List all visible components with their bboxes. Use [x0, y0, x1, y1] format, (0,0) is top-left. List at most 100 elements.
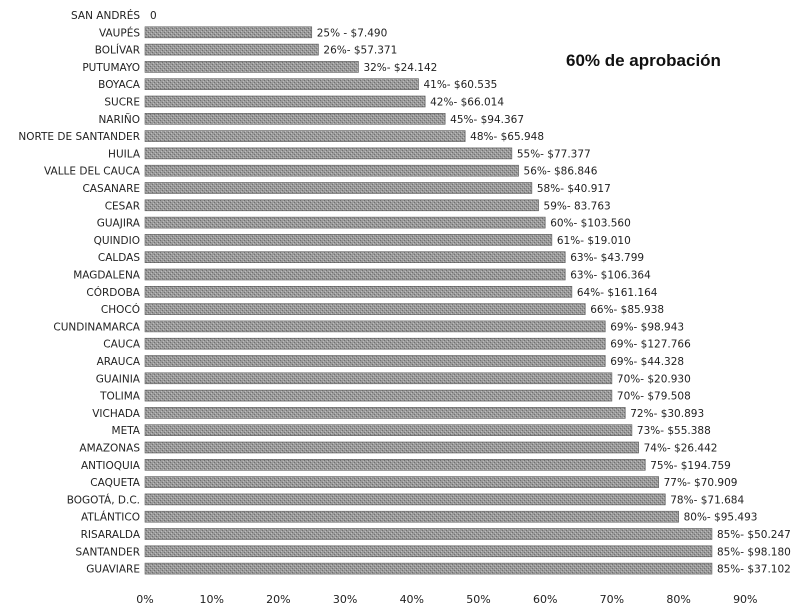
category-label: VICHADA: [92, 408, 141, 420]
bar: [144, 562, 713, 575]
category-label: NARIÑO: [98, 113, 140, 126]
category-label: BOYACA: [98, 79, 141, 91]
bar: [144, 164, 519, 177]
category-label: SUCRE: [104, 97, 140, 109]
category-label: PUTUMAYO: [82, 62, 140, 74]
category-label: ATLÁNTICO: [81, 511, 140, 524]
data-label: 64%- $161.164: [577, 287, 658, 299]
data-label: 0: [150, 10, 157, 22]
bar: [144, 389, 613, 402]
data-label: 70%- $79.508: [617, 391, 691, 403]
bar: [144, 510, 679, 523]
category-label: CALDAS: [98, 252, 140, 264]
bar: [144, 113, 446, 125]
data-label: 85%- $37.102: [717, 564, 791, 576]
data-label: 58%- $40.917: [537, 183, 611, 195]
data-label: 73%- $55.388: [637, 425, 711, 437]
bar: [144, 199, 539, 212]
category-label: AMAZONAS: [79, 443, 140, 455]
bar: [144, 320, 606, 333]
bar: [144, 43, 319, 56]
x-tick-label: 20%: [266, 593, 290, 606]
x-tick-label: 90%: [733, 593, 757, 606]
category-label: ARAUCA: [97, 356, 141, 368]
data-label: 25% - $7.490: [317, 27, 388, 39]
category-label: GUAINIA: [96, 373, 141, 385]
bar: [144, 407, 626, 419]
data-label: 74%- $26.442: [644, 443, 718, 455]
bar: [144, 528, 713, 540]
data-label: 69%- $44.328: [610, 356, 684, 368]
data-label: 85%- $98.180: [717, 546, 791, 558]
data-label: 32%- $24.142: [363, 62, 437, 74]
category-label: HUILA: [108, 148, 141, 160]
category-label: RISARALDA: [81, 529, 141, 541]
data-label: 66%- $85.938: [590, 304, 664, 316]
category-label: CASANARE: [82, 183, 140, 195]
bar: [144, 545, 713, 558]
bar: [144, 355, 606, 367]
bar: [144, 303, 586, 315]
bar: [144, 285, 573, 298]
data-label: 26%- $57.371: [323, 45, 397, 57]
bar: [144, 182, 533, 194]
category-label: CÓRDOBA: [86, 286, 140, 299]
data-label: 56%- $86.846: [524, 166, 598, 178]
data-label: 69%- $98.943: [610, 321, 684, 333]
data-labels: 0 25% - $7.490 26%- $57.371 32%- $24.142 41%…: [150, 10, 791, 576]
bar: [144, 458, 646, 471]
bar: [144, 476, 659, 488]
x-tick-label: 0%: [136, 593, 153, 606]
data-label: 85%- $50.247: [717, 529, 791, 541]
data-label: 75%- $194.759: [650, 460, 731, 472]
data-label: 80%- $95.493: [684, 512, 758, 524]
x-tick-label: 30%: [333, 593, 357, 606]
bar: [144, 216, 546, 229]
bar: [144, 130, 466, 142]
x-tick-label: 70%: [600, 593, 624, 606]
data-label: 48%- $65.948: [470, 131, 544, 143]
data-label: 42%- $66.014: [430, 97, 504, 109]
data-label: 61%- $19.010: [557, 235, 631, 247]
bar: [144, 251, 566, 263]
bar: [144, 493, 666, 506]
category-label: BOLÍVAR: [95, 44, 140, 57]
data-label: 78%- $71.684: [670, 494, 744, 506]
category-label: GUAVIARE: [86, 564, 140, 576]
data-label: 41%- $60.535: [423, 79, 497, 91]
x-tick-label: 40%: [400, 593, 424, 606]
category-label: CHOCÓ: [101, 303, 140, 316]
category-label: MAGDALENA: [73, 270, 141, 282]
category-label: VAUPÉS: [99, 26, 140, 39]
category-label: SAN ANDRÉS: [71, 9, 140, 22]
category-label: NORTE DE SANTANDER: [18, 131, 140, 143]
data-label: 55%- $77.377: [517, 148, 591, 160]
x-tick-label: 10%: [199, 593, 223, 606]
data-label: 69%- $127.766: [610, 339, 691, 351]
bar: [144, 234, 553, 246]
category-label: TOLIMA: [99, 391, 141, 403]
category-label: VALLE DEL CAUCA: [44, 166, 141, 178]
bar: [144, 337, 606, 350]
data-label: 70%- $20.930: [617, 373, 691, 385]
bar: [144, 61, 359, 73]
category-label: ANTIOQUIA: [81, 460, 141, 472]
data-label: 59%- 83.763: [544, 200, 611, 212]
data-label: 60%- $103.560: [550, 218, 631, 230]
category-labels: SAN ANDRÉS VAUPÉS BOLÍVAR PUTUMAYO BOYACA SUC…: [18, 9, 140, 576]
category-label: CESAR: [105, 200, 140, 212]
category-label: CUNDINAMARCA: [53, 321, 140, 333]
category-label: CAQUETA: [90, 477, 141, 489]
bar: [144, 78, 419, 90]
bar: [144, 147, 513, 160]
data-label: 77%- $70.909: [664, 477, 738, 489]
x-tick-label: 50%: [466, 593, 490, 606]
x-tick-label: 80%: [666, 593, 690, 606]
bar: [144, 372, 613, 385]
bar: [144, 424, 633, 437]
data-label: 63%- $106.364: [570, 270, 651, 282]
category-label: META: [112, 425, 141, 437]
bar: [144, 26, 313, 39]
data-label: 72%- $30.893: [630, 408, 704, 420]
